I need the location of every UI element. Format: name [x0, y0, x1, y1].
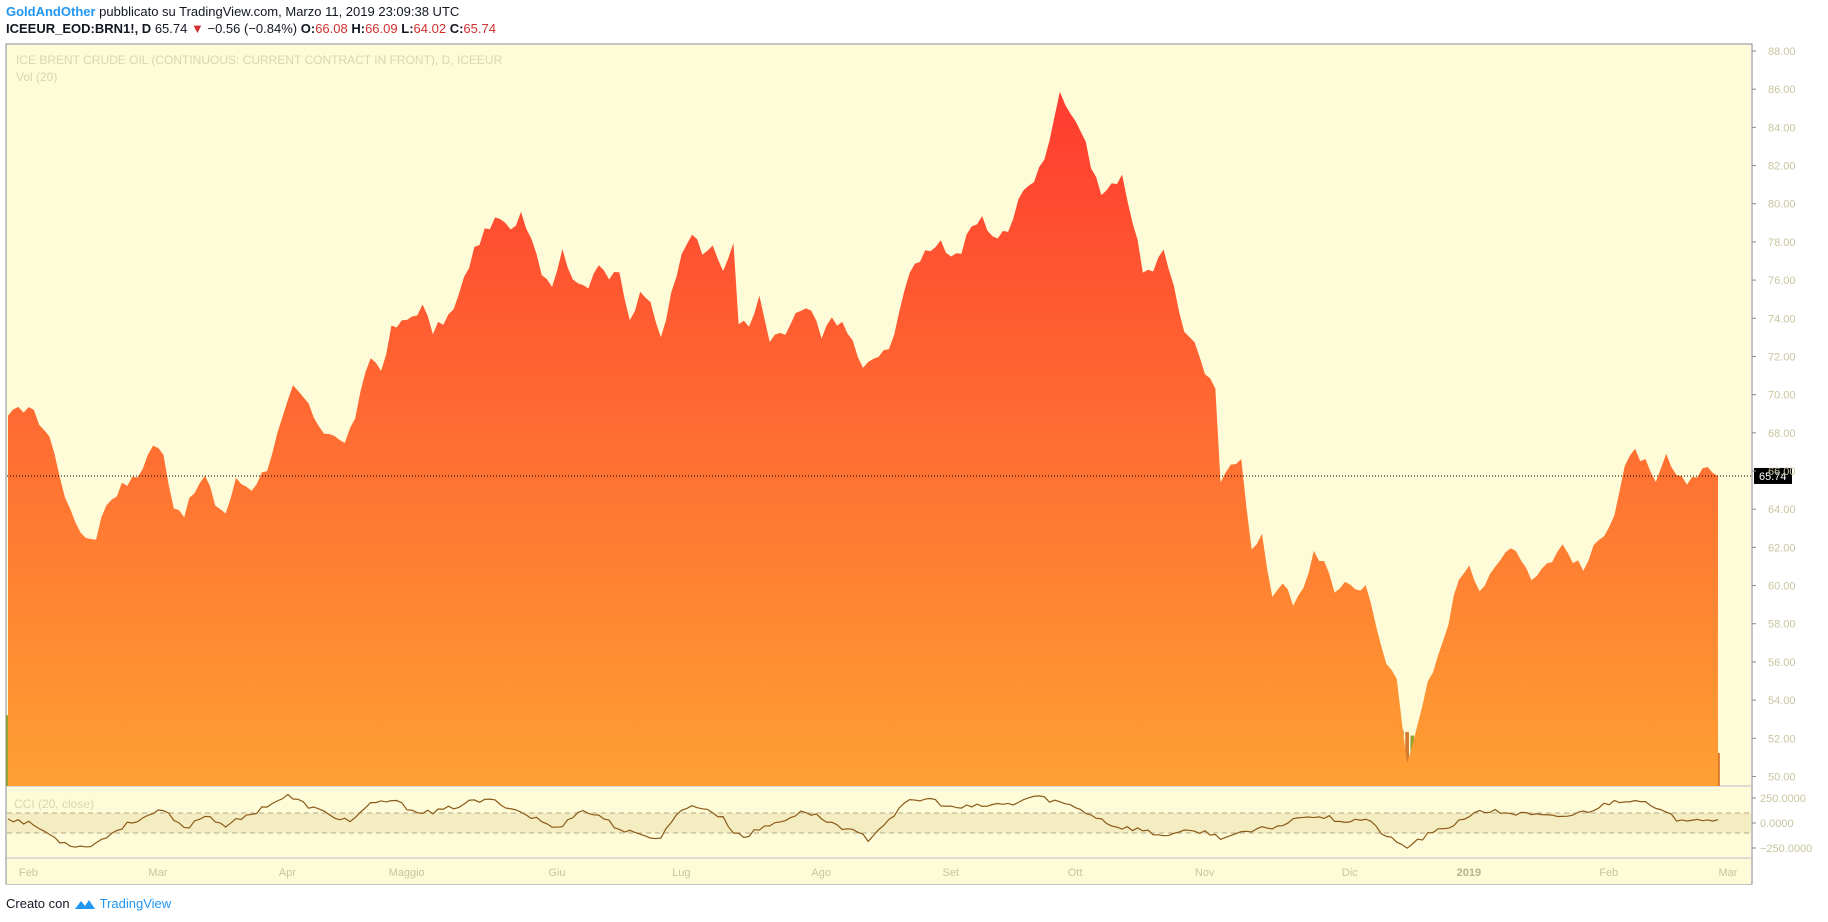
published-text: pubblicato su TradingView.com, Marzo 11,… — [95, 4, 460, 19]
time-tick-label: Maggio — [389, 867, 425, 879]
price-tick-label: 80.00 — [1768, 199, 1796, 211]
open-label: O: — [300, 21, 316, 36]
author-link[interactable]: GoldAndOther — [6, 4, 96, 19]
time-tick-label: Mar — [148, 867, 167, 879]
price-tick-label: 86.00 — [1768, 84, 1796, 96]
time-tick-label: 2019 — [1457, 867, 1481, 879]
price-tick-label: 56.00 — [1768, 657, 1796, 669]
tradingview-brand-link[interactable]: TradingView — [99, 896, 172, 911]
time-tick-label: Feb — [19, 867, 38, 879]
cci-axis-ticks: 250.0000 0.0000 −250.0000 — [1752, 793, 1812, 855]
cci-tick-label: 0.0000 — [1760, 818, 1794, 830]
cci-tick-label: −250.0000 — [1760, 843, 1812, 855]
last-price-tag-bg — [1754, 467, 1792, 484]
price-tick-label: 82.00 — [1768, 161, 1796, 173]
low-label: L: — [401, 21, 414, 36]
price-area — [8, 91, 1718, 786]
time-tick-label: Giu — [548, 867, 565, 879]
price-tick-label: 70.00 — [1768, 390, 1796, 402]
high-label: H: — [351, 21, 366, 36]
volume-bar — [1405, 732, 1409, 786]
price-change: −0.56 (−0.84%) — [207, 21, 298, 36]
volume-bar — [6, 715, 10, 786]
time-tick-label: Mar — [1719, 867, 1738, 879]
footer: Creato con TradingView — [6, 896, 171, 911]
time-axis-background — [7, 858, 1751, 884]
price-axis-ticks: 88.00 86.00 84.00 82.00 80.00 78.00 76.00 74.00… — [1752, 46, 1796, 783]
price-tick-label: 66.00 — [1768, 466, 1796, 478]
time-tick-label: Dic — [1342, 867, 1358, 879]
cci-tick-label: 250.0000 — [1760, 793, 1806, 805]
time-axis-ticks: Feb Mar Apr Maggio Giu Lug Ago Set Ott Nov Dic 2019… — [19, 867, 1738, 879]
time-tick-label: Ott — [1068, 867, 1083, 879]
price-tick-label: 58.00 — [1768, 619, 1796, 631]
low-value: 64.02 — [413, 21, 447, 36]
time-tick-label: Set — [942, 867, 959, 879]
time-tick-label: Lug — [672, 867, 690, 879]
price-tick-label: 50.00 — [1768, 771, 1796, 783]
time-tick-label: Nov — [1195, 867, 1215, 879]
symbol-info-line: ICEEUR_EOD:BRN1!, D 65.74 ▼ −0.56 (−0.84… — [6, 21, 496, 36]
tradingview-logo-icon — [74, 899, 95, 909]
price-tick-label: 52.00 — [1768, 733, 1796, 745]
price-tick-label: 60.00 — [1768, 581, 1796, 593]
price-tick-label: 54.00 — [1768, 695, 1796, 707]
time-tick-label: Feb — [1599, 867, 1618, 879]
time-tick-label: Apr — [279, 867, 296, 879]
price-tick-label: 64.00 — [1768, 504, 1796, 516]
price-tick-label: 76.00 — [1768, 275, 1796, 287]
cci-line — [7, 793, 1719, 849]
last-price: 65.74 — [154, 21, 188, 36]
close-value: 65.74 — [463, 21, 496, 36]
price-tick-label: 78.00 — [1768, 237, 1796, 249]
high-value: 66.09 — [365, 21, 398, 36]
open-value: 66.08 — [315, 21, 348, 36]
cci-label: CCI (20, close) — [14, 797, 94, 811]
price-tick-label: 88.00 — [1768, 46, 1796, 58]
price-tick-label: 74.00 — [1768, 313, 1796, 325]
publication-info: GoldAndOther pubblicato su TradingView.c… — [6, 4, 459, 19]
volume-label: Vol (20) — [16, 70, 57, 84]
last-price-tag: 65.74 — [1759, 471, 1787, 483]
down-arrow-icon: ▼ — [190, 21, 204, 36]
close-label: C: — [449, 21, 464, 36]
created-with-text: Creato con — [6, 896, 70, 911]
price-axis-background — [1752, 44, 1828, 884]
price-tick-label: 68.00 — [1768, 428, 1796, 440]
time-tick-label: Ago — [811, 867, 831, 879]
price-tick-label: 62.00 — [1768, 542, 1796, 554]
chart-title: ICE BRENT CRUDE OIL (CONTINUOUS: CURRENT… — [16, 53, 503, 67]
price-tick-label: 84.00 — [1768, 122, 1796, 134]
symbol-name: ICEEUR_EOD:BRN1!, D — [6, 21, 152, 36]
price-tick-label: 72.00 — [1768, 351, 1796, 363]
